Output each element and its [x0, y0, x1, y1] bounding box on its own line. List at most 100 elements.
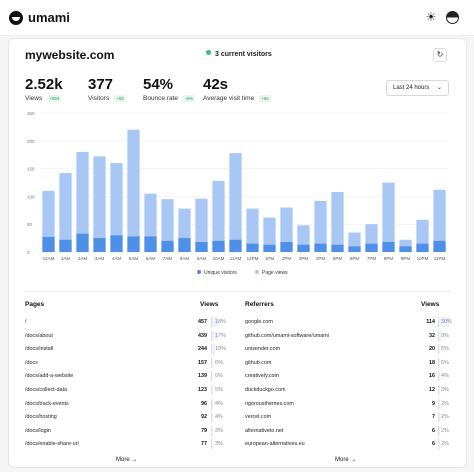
- chevron-down-icon: ⌄: [436, 85, 442, 91]
- unique-visitors-bar: [110, 235, 123, 252]
- page-views-bar: [382, 182, 395, 252]
- pages-more-link[interactable]: More →: [116, 457, 137, 463]
- table-row[interactable]: european-alternatives.eu 6 2%: [245, 438, 455, 450]
- row-count: 7: [432, 414, 435, 421]
- metric-value: 54%: [143, 76, 174, 93]
- refresh-icon[interactable]: ↻: [433, 48, 447, 62]
- row-name[interactable]: github.com: [245, 359, 272, 366]
- row-name[interactable]: european-alternatives.eu: [245, 441, 305, 448]
- row-name[interactable]: creatively.com: [245, 373, 280, 380]
- unique-visitors-bar: [42, 236, 55, 252]
- table-row[interactable]: alternativeto.net 6 2%: [245, 425, 455, 437]
- table-row[interactable]: /docs/about 439 17%: [25, 330, 229, 342]
- table-row[interactable]: github.com 18 5%: [245, 357, 455, 369]
- row-percent: 17%: [215, 332, 226, 339]
- row-percent: 2%: [441, 427, 449, 434]
- referrers-more-link[interactable]: More →: [335, 457, 356, 463]
- unique-visitors-bar: [382, 241, 395, 252]
- referrers-table: Referrers Views google.com 114 30% github.c…: [245, 297, 455, 467]
- row-name[interactable]: /docs/about: [25, 332, 53, 339]
- row-name[interactable]: vercel.com: [245, 414, 272, 421]
- table-row[interactable]: /docs/hosting 92 4%: [25, 411, 229, 423]
- table-row[interactable]: rigorousthemes.com 9 2%: [245, 398, 455, 410]
- arrow-right-icon: →: [350, 457, 357, 463]
- row-share-bar: [438, 439, 440, 450]
- table-row[interactable]: /docs/install 244 10%: [25, 343, 229, 355]
- row-share-bar: [211, 385, 213, 395]
- table-row[interactable]: github.com/umami-software/umami 32 9%: [245, 330, 455, 342]
- table-row[interactable]: creatively.com 16 4%: [245, 370, 455, 382]
- row-share-bar: [438, 385, 440, 395]
- x-tick-label: 11AM: [230, 256, 242, 261]
- page-views-bar: [93, 156, 106, 252]
- metric-value: 2.52k: [25, 76, 63, 93]
- row-percent: 18%: [215, 319, 226, 325]
- referrers-views-header: Views: [421, 301, 440, 308]
- row-count: 77: [201, 441, 207, 448]
- row-count: 9: [432, 400, 435, 407]
- metric-change: +92: [114, 95, 126, 102]
- row-share-bar: [438, 371, 440, 382]
- date-range-select[interactable]: Last 24 hours ⌄: [386, 80, 449, 96]
- x-tick-label: 9PM: [401, 256, 411, 261]
- legend-label: Unique visitors: [204, 270, 237, 276]
- app-name[interactable]: umami: [28, 10, 70, 25]
- row-name[interactable]: /docs/login: [25, 427, 51, 434]
- table-row[interactable]: /docs/track-events 96 4%: [25, 398, 229, 410]
- table-row[interactable]: duckduckgo.com 12 3%: [245, 384, 455, 396]
- table-row[interactable]: /docs/add-a-website 139 6%: [25, 370, 229, 382]
- row-name[interactable]: /docs/install: [25, 346, 54, 353]
- row-share-bar: [211, 344, 215, 355]
- table-row[interactable]: /docs/collect-data 123 5%: [25, 384, 229, 396]
- unique-visitors-bar: [314, 243, 327, 252]
- x-tick-label: 7PM: [367, 256, 377, 261]
- row-name[interactable]: unisender.com: [245, 346, 281, 353]
- y-tick-label: 0: [27, 250, 30, 255]
- table-row[interactable]: /docs/enable-share-url 77 3%: [25, 438, 229, 450]
- row-name[interactable]: /docs/add-a-website: [25, 373, 74, 380]
- row-share-bar: [438, 412, 440, 423]
- row-percent: 9%: [441, 332, 449, 339]
- sun-icon[interactable]: ☀: [425, 10, 437, 24]
- row-name[interactable]: /docs/collect-data: [25, 387, 67, 393]
- page-views-bar: [161, 199, 174, 252]
- row-share-bar: [211, 357, 214, 368]
- table-row[interactable]: /docs/login 79 3%: [25, 425, 229, 437]
- metric-bounce-rate: 54% Bounce rate -6%: [143, 76, 196, 102]
- row-share-bar: [438, 330, 442, 341]
- row-name[interactable]: /docs: [25, 359, 38, 366]
- table-row[interactable]: google.com 114 30%: [245, 316, 455, 328]
- row-name[interactable]: /docs/track-events: [25, 400, 69, 407]
- row-name[interactable]: alternativeto.net: [245, 427, 284, 434]
- x-tick-label: 5AM: [129, 256, 139, 261]
- unique-visitors-bar: [399, 246, 412, 252]
- row-count: 6: [432, 427, 435, 434]
- legend-label: Page views: [262, 270, 288, 276]
- table-row[interactable]: unisender.com 20 5%: [245, 343, 455, 355]
- row-count: 20: [429, 346, 435, 353]
- metric-value: 42s: [203, 76, 229, 93]
- globe-icon[interactable]: [446, 11, 459, 24]
- row-count: 139: [198, 373, 207, 380]
- row-count: 12: [429, 387, 435, 393]
- x-tick-label: 1AM: [61, 256, 71, 261]
- row-name[interactable]: duckduckgo.com: [245, 387, 286, 393]
- row-percent: 2%: [441, 441, 449, 448]
- row-name[interactable]: github.com/umami-software/umami: [245, 332, 329, 339]
- page-views-bar: [263, 217, 276, 252]
- row-name[interactable]: /docs/enable-share-url: [25, 441, 79, 448]
- row-name[interactable]: /docs/hosting: [25, 414, 57, 421]
- table-row[interactable]: vercel.com 7 2%: [245, 411, 455, 423]
- row-name[interactable]: google.com: [245, 319, 273, 325]
- page-views-bar: [331, 191, 344, 252]
- table-row[interactable]: / 457 18%: [25, 316, 229, 328]
- table-row[interactable]: /docs 157 6%: [25, 357, 229, 369]
- umami-logo-icon[interactable]: [9, 11, 23, 25]
- page-views-bar: [195, 198, 208, 252]
- row-count: 123: [198, 387, 207, 393]
- row-name[interactable]: /: [25, 319, 27, 325]
- row-name[interactable]: rigorousthemes.com: [245, 400, 294, 407]
- x-tick-label: 9AM: [197, 256, 207, 261]
- page-views-bar: [229, 153, 242, 252]
- metric-label: Visitors: [88, 95, 110, 102]
